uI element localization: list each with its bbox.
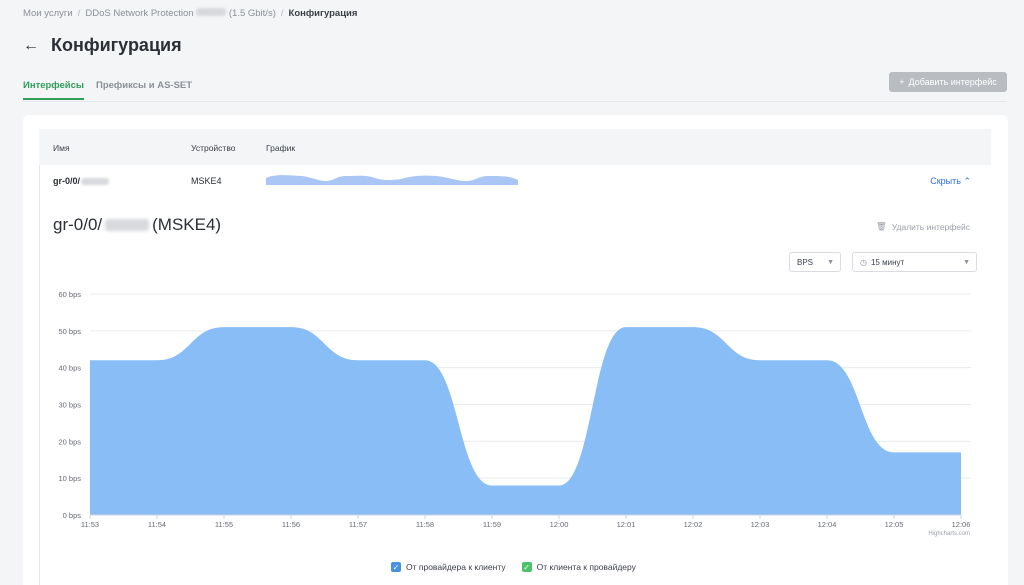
- chevron-down-icon: ▼: [827, 258, 834, 266]
- breadcrumb-separator: /: [77, 8, 81, 19]
- chart-credits: Highcharts.com: [928, 531, 970, 537]
- col-header-graph: График: [266, 143, 296, 153]
- chevron-up-icon: ⌃: [963, 176, 971, 186]
- x-tick-label: 12:02: [684, 520, 703, 529]
- tabs-divider: [23, 101, 1007, 102]
- tabs: Интерфейсы Префиксы и AS-SET: [23, 80, 192, 100]
- legend-item-client-to-provider[interactable]: ✓ От клиента к провайдеру: [521, 562, 636, 572]
- redacted-text: [81, 177, 110, 185]
- hide-button[interactable]: Скрыть ⌃: [930, 176, 971, 186]
- x-tick-label: 12:01: [617, 520, 636, 529]
- breadcrumb: Мои услуги / DDoS Network Protection (1.…: [23, 8, 357, 19]
- time-range-select[interactable]: ◷ 15 минут ▼: [852, 252, 977, 272]
- back-arrow-icon[interactable]: ←: [23, 36, 39, 54]
- breadcrumb-separator: /: [280, 8, 284, 19]
- interface-detail-title: gr-0/0/(MSKE4): [53, 215, 222, 234]
- x-tick-label: 11:59: [483, 520, 501, 529]
- y-tick-label: 50 bps: [58, 327, 81, 336]
- breadcrumb-ddos-service[interactable]: DDoS Network Protection (1.5 Gbit/s): [85, 8, 276, 19]
- legend-item-provider-to-client[interactable]: ✓ От провайдера к клиенту: [391, 562, 506, 572]
- x-tick-label: 11:53: [81, 520, 99, 529]
- series-area: [90, 327, 961, 515]
- plus-icon: +: [899, 77, 905, 87]
- delete-interface-button[interactable]: 🗑 Удалить интерфейс: [875, 221, 970, 232]
- tab-prefixes[interactable]: Префиксы и AS-SET: [96, 80, 193, 91]
- redacted-text: [196, 8, 227, 16]
- table-header: Имя Устройство График: [39, 129, 991, 165]
- y-tick-label: 60 bps: [58, 290, 81, 299]
- page-title: Конфигурация: [51, 35, 182, 55]
- x-tick-label: 11:55: [215, 520, 233, 529]
- x-tick-label: 12:06: [952, 520, 971, 529]
- y-tick-label: 30 bps: [58, 401, 81, 410]
- redacted-text: [105, 219, 150, 231]
- y-tick-label: 40 bps: [58, 364, 81, 373]
- x-tick-label: 12:00: [550, 520, 569, 529]
- clock-icon: ◷: [860, 257, 867, 267]
- x-tick-label: 12:05: [885, 520, 904, 529]
- y-tick-label: 10 bps: [58, 474, 81, 483]
- trash-icon: 🗑: [875, 221, 887, 231]
- add-interface-label: Добавить интерфейс: [908, 77, 997, 87]
- y-tick-label: 20 bps: [58, 437, 81, 446]
- chevron-down-icon: ▼: [963, 258, 970, 266]
- x-tick-label: 12:03: [751, 520, 770, 529]
- checkbox-icon: ✓: [521, 562, 532, 572]
- breadcrumb-my-services[interactable]: Мои услуги: [23, 8, 73, 19]
- breadcrumb-current: Конфигурация: [288, 8, 358, 19]
- chart-legend: ✓ От провайдера к клиенту ✓ От клиента к…: [391, 562, 636, 572]
- add-interface-button[interactable]: + Добавить интерфейс: [889, 72, 1007, 92]
- interface-device: MSKE4: [191, 176, 222, 186]
- traffic-chart: 0 bps 10 bps 20 bps 30 bps 40 bps 50 bps 60 bp…: [58, 290, 971, 537]
- x-tick-label: 12:04: [818, 520, 837, 529]
- tab-interfaces[interactable]: Интерфейсы: [23, 80, 85, 100]
- x-tick-label: 11:54: [148, 520, 166, 529]
- interface-name: gr-0/0/: [53, 176, 110, 186]
- checkbox-icon: ✓: [391, 562, 401, 572]
- sparkline: [266, 175, 518, 185]
- detail-left-border: [39, 165, 40, 585]
- x-tick-label: 11:56: [282, 520, 300, 529]
- title-row: ← Конфигурация: [23, 35, 182, 56]
- y-tick-label: 0 bps: [63, 511, 82, 520]
- unit-select[interactable]: BPS ▼: [789, 252, 841, 272]
- x-tick-label: 11:57: [349, 520, 367, 529]
- interfaces-card: Имя Устройство График gr-0/0/ MSKE4 Скры…: [23, 115, 1008, 585]
- col-header-name: Имя: [53, 143, 70, 153]
- table-row[interactable]: gr-0/0/ MSKE4 Скрыть ⌃: [39, 165, 991, 195]
- col-header-device: Устройство: [191, 143, 236, 153]
- x-tick-label: 11:58: [416, 520, 434, 529]
